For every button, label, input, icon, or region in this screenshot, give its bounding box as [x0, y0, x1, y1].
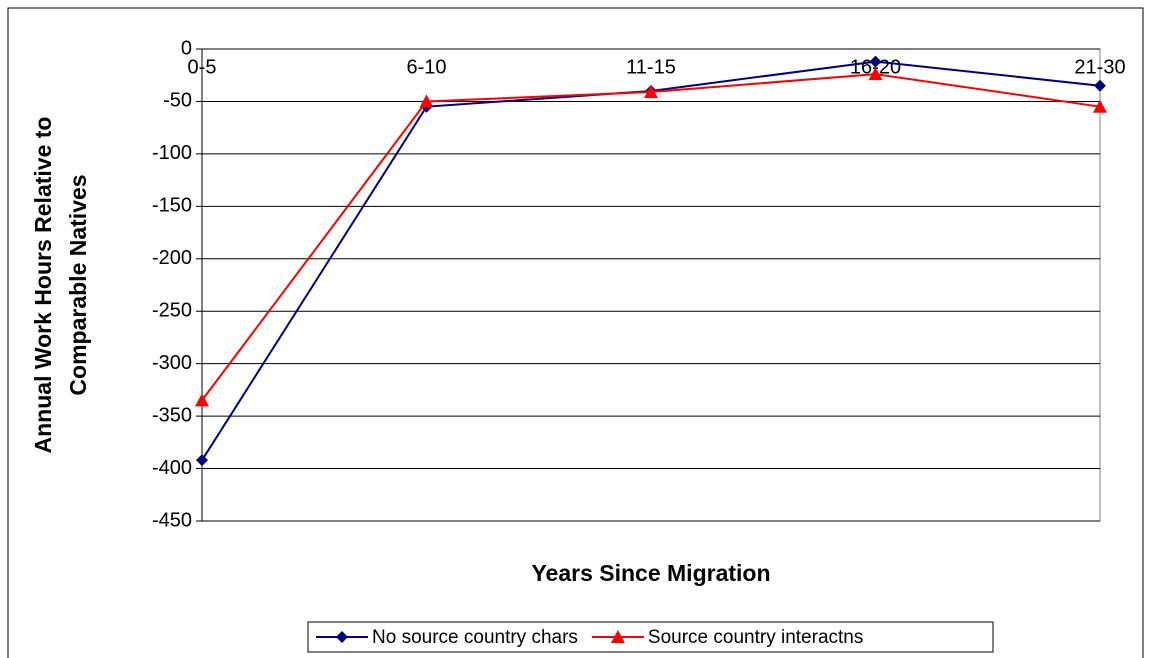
- point: [1093, 99, 1107, 113]
- x-tick-label: 6-10: [406, 56, 446, 78]
- y-tick-label: -300: [152, 352, 192, 374]
- point: [868, 67, 883, 81]
- x-axis-title: Years Since Migration: [531, 560, 770, 586]
- point: [195, 393, 209, 407]
- point: [196, 454, 208, 467]
- point: [610, 630, 625, 643]
- point: [869, 55, 882, 68]
- y-axis-title: Annual Work Hours Relative to: [30, 117, 56, 454]
- x-tick-label: 21-30: [1074, 56, 1125, 78]
- y-tick-label: -100: [152, 142, 192, 164]
- y-tick-label: -450: [152, 509, 192, 531]
- point: [644, 85, 658, 99]
- plot-area: [201, 48, 1101, 522]
- point: [336, 631, 348, 643]
- x-tick-label: 0-5: [188, 56, 217, 78]
- point: [1094, 79, 1106, 92]
- y-tick-label: 0: [181, 37, 192, 59]
- legend-label: No source country chars: [372, 627, 578, 648]
- y-axis-title: Comparable Natives: [65, 174, 91, 395]
- point: [419, 94, 434, 108]
- y-tick-label: -150: [152, 195, 192, 217]
- y-tick-label: -200: [152, 247, 192, 269]
- y-tick-label: -400: [152, 457, 192, 479]
- x-tick-label: 11-15: [626, 56, 676, 78]
- legend: [307, 621, 994, 653]
- y-tick-label: -250: [152, 300, 192, 322]
- y-tick-label: -50: [163, 90, 192, 112]
- legend-label: Source country interactns: [648, 627, 863, 648]
- y-tick-label: -350: [152, 404, 192, 426]
